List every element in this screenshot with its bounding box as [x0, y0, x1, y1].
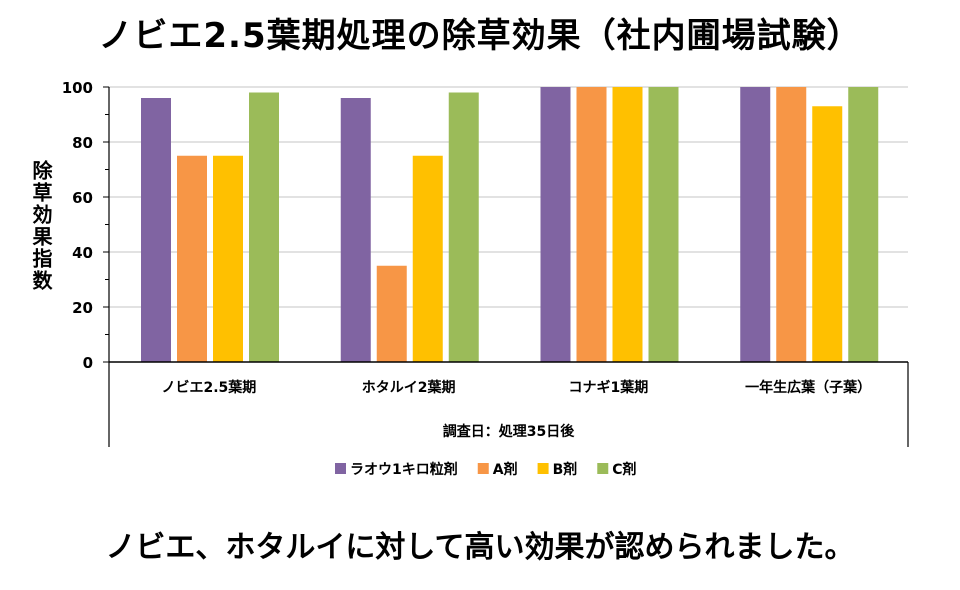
bar	[848, 87, 879, 362]
x-axis-label: 調査日：処理35日後	[443, 423, 575, 440]
bar	[776, 87, 807, 362]
y-tick-label: 100	[62, 79, 93, 97]
y-axis-label: 除草効果指数	[29, 160, 53, 292]
bar	[141, 98, 171, 362]
bar-chart: 0 20 40 60 80 100 ノビエ2.5葉期 ホタルイ2葉期 コナギ1葉期 一年生広葉（子…	[62, 79, 909, 478]
footer-caption: ノビエ、ホタルイに対して高い効果が認められました。	[105, 530, 855, 565]
x-tick-label: コナギ1葉期	[569, 379, 649, 396]
bar	[412, 155, 443, 362]
y-tick-label: 20	[72, 299, 93, 317]
bar	[612, 87, 643, 362]
bar	[576, 87, 607, 362]
bar	[213, 155, 243, 362]
x-tick-label: ホタルイ2葉期	[362, 379, 456, 396]
legend-swatch	[477, 463, 489, 474]
legend-swatch	[597, 463, 609, 474]
bar	[249, 92, 279, 362]
x-tick-label: ノビエ2.5葉期	[161, 379, 256, 396]
y-tick-label: 60	[72, 189, 93, 207]
legend-label: B剤	[553, 461, 578, 478]
page-title: ノビエ2.5葉期処理の除草効果（社内圃場試験）	[98, 16, 862, 56]
bar	[540, 87, 571, 362]
legend-label: A剤	[493, 461, 518, 478]
bar	[812, 106, 843, 362]
y-tick-label: 80	[72, 134, 93, 152]
legend-swatch	[335, 463, 346, 474]
bar	[448, 92, 479, 362]
bar	[177, 155, 207, 362]
bar	[648, 87, 679, 362]
legend-label: ラオウ1キロ粒剤	[350, 461, 458, 478]
legend-label: C剤	[612, 461, 636, 478]
x-tick-label: 一年生広葉（子葉）	[745, 379, 871, 396]
legend-swatch	[537, 463, 549, 474]
bar	[340, 98, 371, 362]
y-tick-label: 0	[83, 354, 93, 372]
y-tick-label: 40	[72, 244, 93, 262]
bar	[376, 265, 407, 362]
bar	[740, 87, 771, 362]
